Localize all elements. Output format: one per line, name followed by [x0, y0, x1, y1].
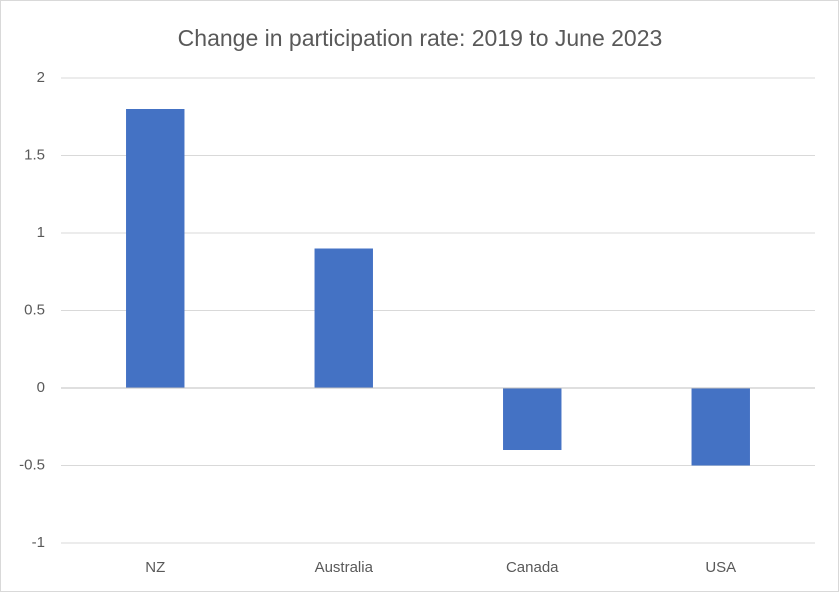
x-tick-label: USA — [705, 559, 736, 576]
x-tick-label: Australia — [315, 559, 374, 576]
y-tick-label: 0 — [37, 379, 45, 396]
bar — [503, 388, 562, 450]
bar — [691, 388, 750, 466]
y-tick-label: 0.5 — [24, 301, 45, 318]
y-tick-label: -1 — [32, 534, 45, 551]
y-tick-label: 2 — [37, 69, 45, 86]
bar — [126, 109, 185, 388]
chart-title: Change in participation rate: 2019 to Ju… — [178, 25, 663, 51]
y-tick-label: 1 — [37, 224, 45, 241]
y-tick-label: 1.5 — [24, 146, 45, 163]
x-tick-label: Canada — [506, 559, 559, 576]
y-tick-label: -0.5 — [19, 456, 45, 473]
bar — [314, 248, 373, 388]
x-tick-label: NZ — [145, 559, 165, 576]
